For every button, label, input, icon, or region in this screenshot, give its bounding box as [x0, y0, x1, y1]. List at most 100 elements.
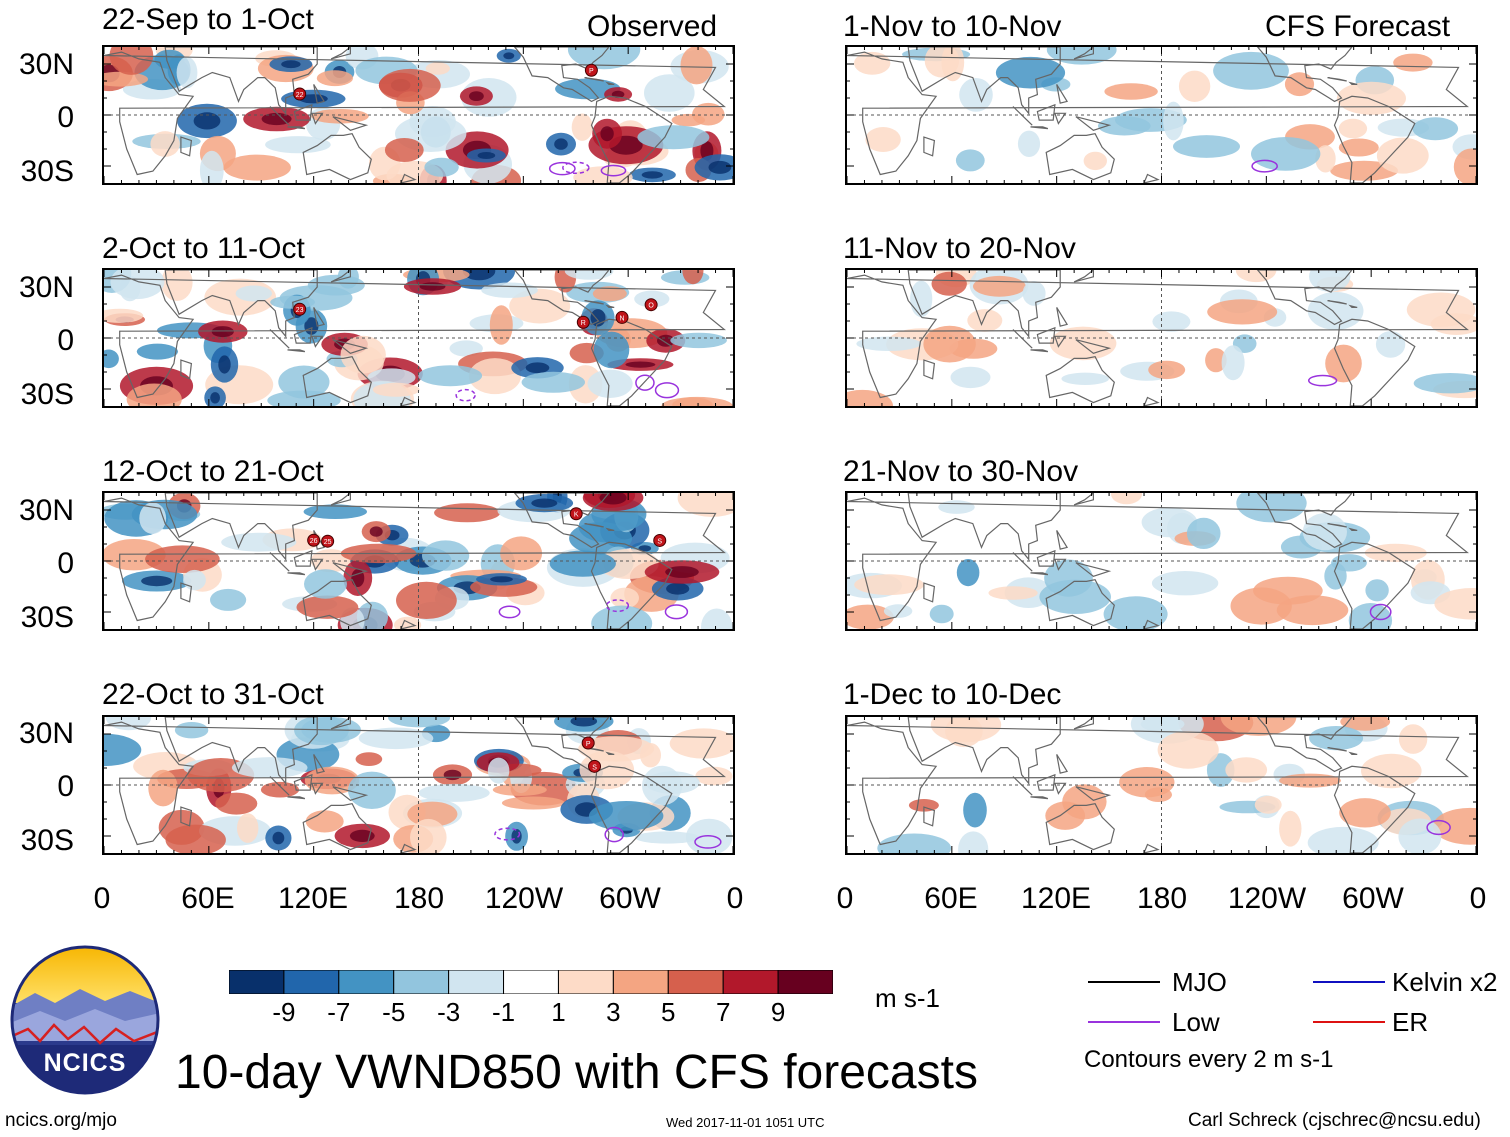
anomaly-core — [708, 160, 732, 174]
coastline — [605, 304, 615, 309]
coastline — [1073, 47, 1094, 60]
coastline — [164, 270, 318, 338]
colorbar-swatch — [557, 969, 614, 995]
colorbar-tick-label: 5 — [661, 997, 676, 1027]
anomaly-cell — [1151, 571, 1219, 596]
anomaly-cell — [358, 727, 434, 750]
lon-tick-label: 60E — [181, 882, 235, 915]
coastline — [1327, 523, 1347, 528]
panel-title: 11-Nov to 20-Nov — [843, 232, 1076, 265]
anomaly-cell — [1104, 83, 1158, 100]
panel-title: 1-Dec to 10-Dec — [843, 678, 1062, 711]
legend-label-kelvin: Kelvin x2 — [1392, 967, 1498, 997]
anomaly-cell — [1163, 101, 1184, 141]
coastline — [590, 541, 673, 629]
coastline — [311, 558, 324, 571]
coastline — [1045, 356, 1115, 404]
coastline — [1056, 307, 1069, 327]
storm-marker — [321, 534, 335, 548]
anomaly-cell — [372, 382, 420, 397]
anomaly-cell — [1207, 299, 1278, 325]
coastline — [584, 523, 604, 528]
anomaly-cell — [161, 270, 193, 301]
anomaly-cell — [139, 502, 167, 534]
coastline — [287, 796, 306, 800]
colorbar-tick-label: 1 — [551, 997, 566, 1027]
anomaly-cell — [150, 131, 180, 157]
coastline — [1333, 765, 1416, 853]
lat-tick-label: 30S — [20, 378, 74, 411]
coastline — [330, 717, 351, 730]
coastline — [590, 95, 673, 183]
coastline — [1054, 335, 1067, 348]
low-contour — [654, 382, 680, 399]
anomaly-cell — [348, 771, 396, 809]
anomaly-cell — [303, 504, 367, 519]
anomaly-core — [600, 126, 614, 142]
storm-label: P — [589, 68, 594, 75]
coastline — [293, 103, 313, 121]
anomaly-core — [490, 576, 513, 583]
coastline — [1075, 786, 1112, 801]
colorbar-swatch — [777, 969, 834, 995]
anomaly-core — [511, 829, 522, 844]
map-panel — [845, 491, 1478, 631]
coastline — [180, 136, 193, 157]
lat-tick-label: 30S — [20, 155, 74, 188]
coastline — [311, 335, 324, 348]
anomaly-cell — [183, 569, 206, 591]
storm-marker — [576, 315, 590, 329]
coastline — [302, 803, 372, 851]
anomaly-cell — [154, 49, 185, 69]
legend-line-low — [1088, 1021, 1160, 1023]
coastline — [513, 493, 610, 549]
anomaly-cell — [587, 369, 633, 398]
coastline — [1012, 776, 1033, 796]
anomaly-cell — [571, 113, 593, 141]
anomaly-cell — [958, 831, 989, 853]
anomaly-core — [218, 355, 231, 374]
anomaly-cell — [1206, 753, 1235, 787]
coastline — [1054, 112, 1067, 125]
anomaly-cell — [1253, 576, 1323, 605]
anomaly-cell — [1221, 345, 1245, 381]
coastline — [1256, 270, 1353, 326]
anomaly-cell — [1111, 493, 1142, 505]
anomaly-cell — [924, 47, 960, 78]
coastline — [1073, 270, 1094, 283]
coastline — [605, 751, 615, 756]
lat-tick-label: 30S — [20, 601, 74, 634]
map-panel — [845, 45, 1478, 185]
anomaly-cell — [865, 127, 901, 152]
anomaly-cell — [104, 349, 119, 369]
anomaly-cell — [148, 769, 178, 807]
low-contour — [498, 605, 521, 619]
anomaly-core — [261, 112, 292, 126]
anomaly-cell — [104, 308, 144, 323]
colorbar-tick-label: 9 — [770, 997, 786, 1027]
coastline — [1036, 549, 1056, 567]
panel-title: 21-Nov to 30-Nov — [843, 455, 1079, 488]
lon-tick-label: 180 — [393, 882, 445, 915]
anomaly-cell — [509, 288, 571, 324]
coastline — [313, 754, 326, 774]
low-contour — [548, 161, 576, 176]
anomaly-cell — [637, 125, 710, 150]
anomaly-cell — [388, 717, 451, 728]
anomaly-cell — [967, 309, 1003, 332]
anomaly-cell — [223, 154, 291, 181]
anomaly-cell — [589, 801, 664, 831]
low-contour — [455, 388, 476, 402]
coastline — [104, 721, 726, 846]
colorbar-tick-label: -3 — [437, 997, 461, 1027]
coastline — [293, 326, 313, 344]
anomaly-cell — [396, 581, 457, 619]
anomaly-cell — [1254, 795, 1282, 814]
anomaly-core — [531, 498, 558, 508]
contour-note: Contours every 2 m s-1 — [1084, 1046, 1334, 1073]
footer-url[interactable]: ncics.org/mjo — [5, 1110, 117, 1131]
anomaly-cell — [1083, 151, 1107, 171]
coastline — [164, 493, 318, 561]
coastline — [1333, 318, 1416, 406]
anomaly-cell — [973, 275, 1026, 297]
